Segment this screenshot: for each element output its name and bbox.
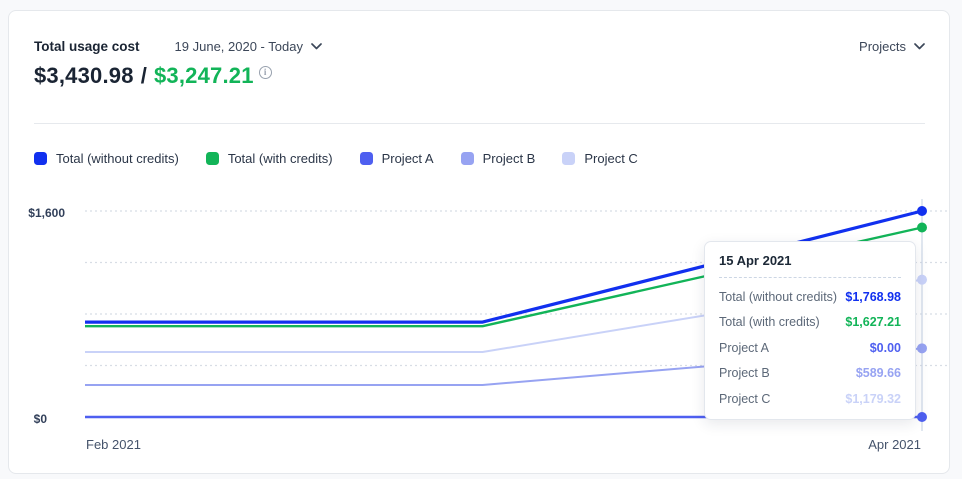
legend-item[interactable]: Total (without credits) <box>34 151 179 166</box>
legend-item[interactable]: Project C <box>562 151 638 166</box>
legend-item-label: Project B <box>482 151 536 166</box>
usage-cost-card: Total usage cost 19 June, 2020 - Today P… <box>8 10 950 474</box>
tooltip-row-value: $1,179.32 <box>845 391 901 406</box>
tooltip-row: Project C $1,179.32 <box>719 392 901 406</box>
tooltip-row-label: Project B <box>719 366 770 380</box>
tooltip-row: Total (without credits) $1,768.98 <box>719 290 901 304</box>
chevron-down-icon <box>914 43 925 50</box>
tooltip-rows: Total (without credits) $1,768.98 Total … <box>719 290 901 406</box>
projects-dropdown[interactable]: Projects <box>859 39 925 54</box>
legend-swatch-icon <box>460 152 474 165</box>
tooltip-date: 15 Apr 2021 <box>719 253 901 278</box>
tooltip-row: Total (with credits) $1,627.21 <box>719 315 901 329</box>
projects-dropdown-label: Projects <box>859 39 906 54</box>
legend: Total (without credits) Total (with cred… <box>34 151 638 166</box>
tooltip-row-label: Total (without credits) <box>719 289 838 304</box>
tooltip-row-label: Total (with credits) <box>719 315 820 329</box>
legend-swatch-icon <box>562 152 576 165</box>
amount-with-credits: $3,247.21 <box>154 63 254 88</box>
amount-separator: / <box>140 63 147 88</box>
legend-item-label: Total (without credits) <box>56 151 179 166</box>
chart-tooltip: 15 Apr 2021 Total (without credits) $1,7… <box>704 241 916 420</box>
tooltip-row-value: $1,627.21 <box>845 315 901 329</box>
x-axis-label-apr: Apr 2021 <box>868 437 921 452</box>
chevron-down-icon <box>311 43 322 50</box>
tooltip-row-value: $589.66 <box>855 366 901 380</box>
tooltip-row: Project A $0.00 <box>719 341 901 355</box>
legend-item-label: Project A <box>381 151 434 166</box>
card-header: Total usage cost 19 June, 2020 - Today P… <box>34 39 925 54</box>
tooltip-row-value: $0.00 <box>869 340 901 355</box>
legend-item[interactable]: Total (with credits) <box>205 151 333 166</box>
date-range-label: 19 June, 2020 - Today <box>174 39 303 54</box>
legend-swatch-icon <box>205 152 219 165</box>
card-title: Total usage cost <box>34 39 140 54</box>
legend-swatch-icon <box>359 152 373 165</box>
total-amounts: $3,430.98 / $3,247.21 i <box>34 63 272 89</box>
legend-item[interactable]: Project A <box>359 151 434 166</box>
legend-swatch-icon <box>34 152 47 165</box>
legend-item-label: Total (with credits) <box>227 151 333 166</box>
amount-without-credits: $3,430.98 <box>34 63 134 88</box>
tooltip-row-value: $1,768.98 <box>845 289 901 304</box>
date-range-dropdown[interactable]: 19 June, 2020 - Today <box>175 39 322 54</box>
legend-item-label: Project C <box>584 151 638 166</box>
y-axis-label-zero: $0 <box>33 412 47 426</box>
info-circle-icon[interactable]: i <box>258 65 272 79</box>
tooltip-row-label: Project A <box>719 340 770 355</box>
header-divider <box>34 123 925 124</box>
legend-item[interactable]: Project B <box>460 151 536 166</box>
tooltip-row-label: Project C <box>719 391 771 406</box>
x-axis-label-feb: Feb 2021 <box>86 437 141 452</box>
y-axis-label-max: $1,600 <box>28 206 65 220</box>
tooltip-row: Project B $589.66 <box>719 366 901 380</box>
